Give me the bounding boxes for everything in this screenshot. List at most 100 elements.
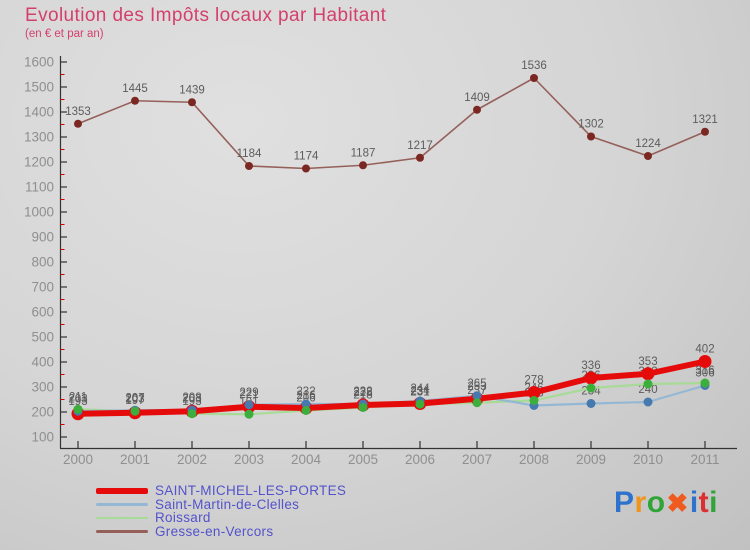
- value-label: 203: [125, 393, 144, 405]
- y-tick-label: 500: [31, 330, 54, 345]
- value-label: 240: [638, 384, 657, 396]
- value-label: 206: [296, 393, 315, 405]
- x-tick-label: 2006: [405, 452, 435, 467]
- x-tick-label: 2009: [576, 452, 606, 467]
- data-point: [130, 406, 140, 416]
- legend-swatch-saint-martin: [96, 503, 148, 506]
- x-tick-label: 2010: [633, 452, 663, 467]
- value-label: 1184: [237, 148, 262, 160]
- legend-swatch-roissard: [96, 516, 148, 519]
- value-label: 207: [125, 392, 144, 404]
- value-label: 1321: [692, 114, 718, 126]
- data-point: [359, 161, 367, 170]
- legend-label: SAINT-MICHEL-LES-PORTES: [155, 483, 347, 499]
- data-point: [472, 398, 482, 408]
- legend-item-saint-michel: SAINT-MICHEL-LES-PORTES: [96, 484, 346, 498]
- logo-letter: o: [646, 486, 666, 519]
- data-point: [302, 164, 310, 173]
- value-label: 211: [69, 391, 87, 403]
- legend-label: Gresse-en-Vercors: [155, 523, 274, 539]
- y-tick-label: 400: [31, 355, 54, 370]
- data-point: [527, 386, 541, 399]
- value-label: 1217: [407, 140, 433, 152]
- data-point: [700, 378, 710, 388]
- value-label: 316: [695, 365, 714, 377]
- value-label: 1353: [65, 106, 91, 118]
- legend-swatch-saint-michel: [96, 487, 148, 494]
- value-label: 203: [68, 393, 87, 405]
- legend-item-saint-martin: Saint-Martin-de-Clelles: [96, 498, 346, 511]
- value-label: 265: [467, 378, 486, 390]
- x-tick-label: 2008: [519, 452, 549, 467]
- data-point: [301, 399, 311, 409]
- value-label: 253: [467, 381, 486, 393]
- value-label: 278: [524, 375, 543, 387]
- value-label: 1409: [464, 92, 490, 104]
- data-point: [244, 400, 254, 410]
- data-point: [187, 409, 197, 419]
- data-point: [586, 383, 596, 393]
- data-point: [415, 399, 425, 409]
- data-point: [301, 406, 311, 415]
- value-label: 229: [239, 387, 258, 399]
- value-label: 1536: [521, 60, 547, 72]
- y-tick-label: 600: [31, 305, 54, 320]
- data-point: [584, 371, 598, 385]
- y-tick-label: 300: [31, 380, 54, 395]
- x-tick-label: 2000: [63, 452, 93, 467]
- legend-swatch-gresse: [96, 530, 148, 533]
- chart-header: Evolution des Impôts locaux par Habitant…: [25, 5, 386, 40]
- data-point: [701, 127, 709, 136]
- chart-subtitle: (en € et par an): [25, 28, 104, 40]
- value-label: 218: [353, 390, 372, 402]
- y-tick-label: 100: [31, 430, 54, 445]
- data-point: [643, 379, 653, 389]
- y-tick-label: 1000: [24, 205, 54, 220]
- value-label: 306: [695, 368, 714, 380]
- data-point: [131, 96, 139, 105]
- data-point: [245, 162, 253, 170]
- x-tick-label: 2007: [462, 452, 492, 467]
- data-point: [188, 98, 196, 107]
- series-line-3: [77, 77, 706, 170]
- logo-letter: P: [613, 486, 635, 519]
- data-point: [472, 391, 482, 401]
- data-point: [416, 153, 424, 162]
- value-label: 1187: [351, 147, 376, 159]
- x-tick-label: 2003: [234, 452, 264, 467]
- value-label: 244: [410, 383, 430, 395]
- value-label: 1445: [122, 83, 148, 95]
- value-label: 208: [182, 392, 201, 404]
- value-label: 353: [638, 356, 657, 368]
- value-label: 193: [182, 396, 201, 408]
- data-point: [644, 152, 652, 160]
- y-tick-label: 1500: [24, 80, 54, 95]
- value-label: 203: [182, 393, 201, 405]
- data-point: [586, 399, 596, 408]
- value-label: 402: [695, 344, 714, 356]
- value-label: 228: [353, 387, 372, 399]
- value-label: 221: [239, 389, 258, 401]
- chart-title: Evolution des Impôts locaux par Habitant: [25, 5, 387, 26]
- legend-item-roissard: Roissard: [96, 511, 346, 525]
- value-label: 1174: [294, 151, 319, 163]
- value-label: 231: [410, 386, 429, 398]
- data-point: [529, 396, 539, 405]
- logo-letter: r: [634, 486, 647, 519]
- x-tick-label: 2002: [177, 452, 207, 467]
- y-tick-label: 900: [31, 230, 54, 245]
- value-label: 1439: [179, 84, 205, 96]
- data-point: [473, 105, 481, 114]
- data-point: [641, 367, 655, 381]
- value-label: 1224: [635, 138, 661, 150]
- logo-letter: i: [709, 486, 718, 519]
- value-label: 336: [581, 360, 600, 372]
- series-line-0: [75, 358, 708, 417]
- data-point: [530, 74, 538, 82]
- y-tick-label: 1300: [24, 130, 54, 145]
- legend-item-gresse: Gresse-en-Vercors: [96, 523, 346, 539]
- value-label: 193: [68, 396, 87, 408]
- value-label: 237: [467, 385, 486, 397]
